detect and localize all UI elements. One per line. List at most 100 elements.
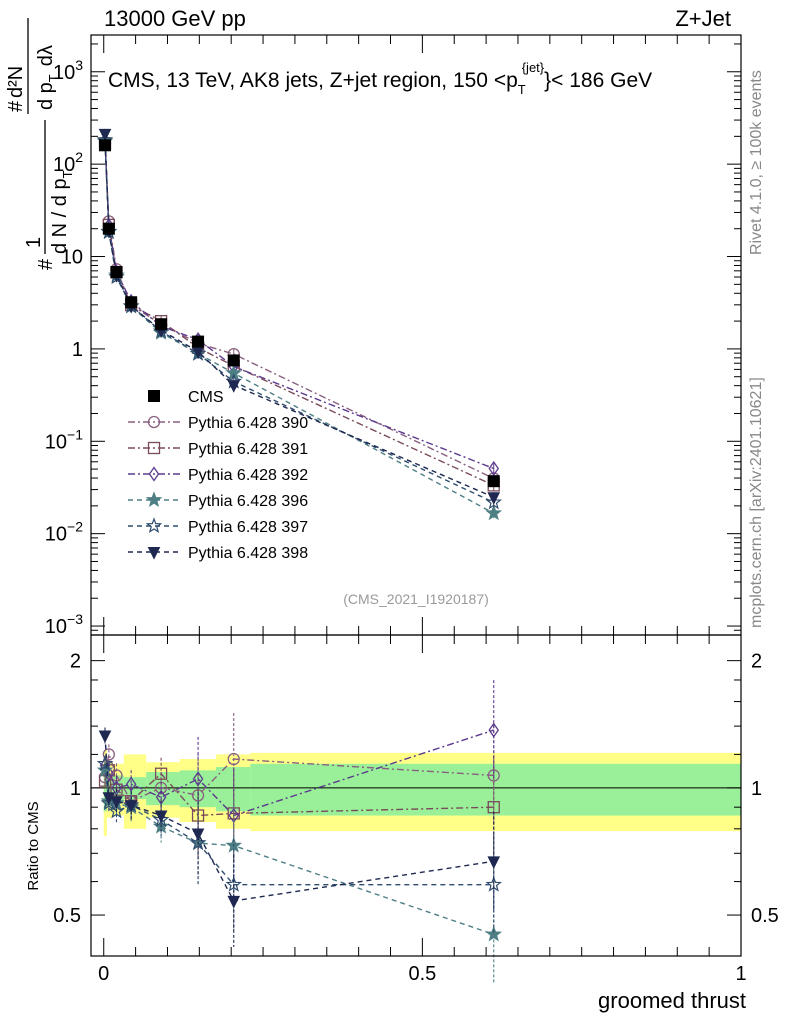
main-y-tick-label: 10−3	[45, 611, 83, 638]
ylabel-lambda: dλ	[35, 45, 57, 66]
ratio-y-tick-label-right: 1	[751, 778, 762, 800]
ratio-series-point	[154, 767, 168, 780]
legend-cms-marker	[148, 390, 160, 402]
cms-data-point	[155, 318, 168, 331]
ratio-series-point	[487, 856, 501, 869]
legend-marker	[147, 441, 161, 455]
plot-title: CMS, 13 TeV, AK8 jets, Z+jet region, 150…	[108, 60, 652, 97]
svg-text:#: #	[5, 100, 27, 112]
legend-marker	[147, 547, 161, 560]
ratio-series-line	[104, 729, 494, 817]
legend-label: Pythia 6.428 397	[188, 519, 308, 536]
x-tick-label: 0.5	[408, 963, 436, 985]
cms-data-point	[110, 265, 123, 278]
main-series-point	[488, 460, 500, 477]
ratio-y-tick-label-right: 0.5	[751, 905, 779, 927]
main-series-point	[98, 128, 112, 142]
main-panel-series	[96, 128, 503, 521]
svg-text:1: 1	[23, 237, 45, 248]
ratio-y-tick-label: 1	[70, 778, 81, 800]
ratio-series-point	[192, 771, 204, 787]
ratio-series-point	[227, 752, 240, 766]
band-inner	[103, 767, 107, 812]
legend-marker	[145, 491, 163, 508]
main-series-line	[104, 140, 495, 503]
plot-title-end: }< 186 GeV	[544, 69, 652, 92]
legend-marker	[148, 466, 160, 482]
legend-cms-label: CMS	[188, 389, 224, 406]
ratio-series-point	[227, 895, 241, 909]
ylabel-den-sub: T	[46, 74, 61, 82]
ratio-panel-frame	[90, 634, 742, 957]
header-left: 13000 GeV pp	[104, 6, 246, 31]
main-y-tick-label: 1	[72, 339, 83, 361]
main-series-line	[104, 133, 495, 498]
cms-data-point	[102, 222, 115, 235]
svg-text:d²N: d²N	[5, 66, 27, 98]
ratio-series-point	[96, 761, 114, 778]
cms-data-point	[99, 139, 112, 152]
ratio-series-point	[189, 834, 207, 851]
cms-data-point	[125, 296, 138, 309]
side-label-mcplots: mcplots.cern.ch [arXiv:2401.10621]	[748, 377, 765, 628]
ratio-series-point	[108, 802, 125, 819]
ratio-series-point	[102, 748, 115, 761]
main-y-tick-label: 10−1	[45, 426, 83, 453]
ratio-series-point	[125, 776, 137, 792]
main-y-tick-label: 102	[53, 149, 83, 176]
plot-title-sub: T	[518, 82, 526, 97]
ratio-series-point	[488, 722, 500, 738]
band-inner	[250, 763, 741, 816]
band-inner	[106, 773, 113, 804]
ratio-y-label: Ratio to CMS	[25, 801, 42, 890]
ylabel-frac-sub: T	[60, 170, 75, 178]
main-series-line	[104, 143, 495, 487]
x-tick-label: 1	[735, 963, 746, 985]
ratio-series-point	[154, 810, 168, 824]
ratio-y-tick-label: 0.5	[53, 905, 81, 927]
ratio-y-tick-label-right: 2	[751, 651, 762, 673]
ratio-series-point	[191, 828, 205, 842]
band-inner	[215, 767, 251, 812]
ratio-series-line	[104, 751, 494, 803]
plot-title-sup: {jet}	[522, 60, 545, 75]
ylabel-num: d²N	[5, 66, 27, 98]
main-y-tick-label: 10	[61, 247, 83, 269]
main-y-label: # 1 d N / d pT # d²N d pTdλ	[5, 18, 75, 270]
cms-data-point	[192, 335, 205, 348]
svg-text:#: #	[35, 258, 57, 270]
legend-label: Pythia 6.428 391	[188, 441, 308, 458]
ratio-series-point	[155, 789, 167, 805]
main-y-tick-label: 103	[53, 57, 83, 84]
legend: CMS Pythia 6.428 390 Pythia 6.428 391 Pythi…	[128, 389, 308, 562]
ratio-series-line	[104, 763, 494, 886]
legend-label: Pythia 6.428 398	[188, 545, 308, 562]
main-series-point	[485, 493, 503, 510]
main-series-point	[485, 504, 503, 521]
ylabel-hash-2: #	[5, 100, 27, 112]
x-tick-label: 0	[98, 963, 109, 985]
ylabel-hash: #	[35, 258, 57, 270]
ratio-panel-series	[96, 680, 503, 985]
ratio-series-point	[191, 809, 205, 822]
svg-text:d pTdλ: d pTdλ	[35, 45, 61, 110]
ratio-y-tick-label: 2	[70, 651, 81, 673]
x-axis-label: groomed thrust	[598, 988, 746, 1013]
ratio-series-point	[110, 796, 123, 809]
panel-frames	[90, 34, 742, 957]
plot-title-main: CMS, 13 TeV, AK8 jets, Z+jet region, 150…	[108, 69, 518, 92]
legend-label: Pythia 6.428 396	[188, 493, 308, 510]
side-label-rivet: Rivet 4.1.0, ≥ 100k events	[748, 70, 765, 255]
legend-label: Pythia 6.428 392	[188, 467, 308, 484]
ratio-series-point	[485, 925, 503, 942]
cms-data-point	[227, 354, 240, 367]
analysis-id: (CMS_2021_I1920187)	[343, 591, 489, 607]
main-series-point	[227, 380, 241, 393]
header-right: Z+Jet	[675, 6, 731, 31]
legend-marker	[145, 517, 163, 534]
main-y-tick-label: 10−2	[45, 519, 83, 546]
ratio-series-point	[96, 755, 114, 771]
ylabel-den: d p	[35, 82, 57, 110]
